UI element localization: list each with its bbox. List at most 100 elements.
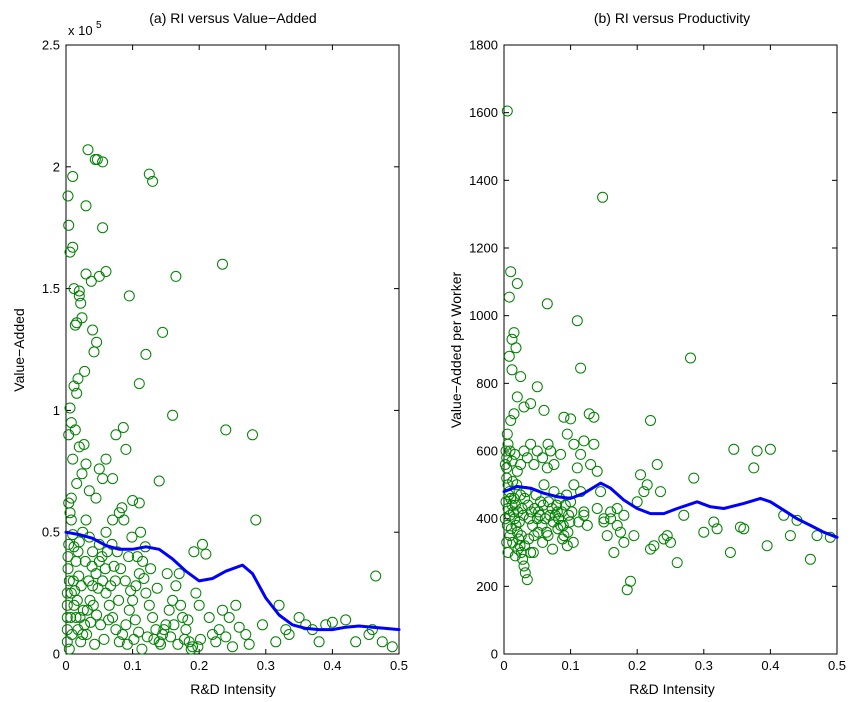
scatter-point	[313, 636, 325, 648]
scatter-point	[270, 636, 282, 648]
scatter-point	[510, 342, 522, 354]
scatter-point	[67, 453, 79, 465]
scatter-point	[61, 587, 73, 599]
scatter-point	[63, 429, 75, 441]
x-tick-label: 0	[500, 658, 507, 673]
scatter-point	[521, 574, 533, 586]
x-tick-label: 0.4	[761, 658, 779, 673]
y-tick-label: 400	[476, 511, 498, 526]
scatter-point	[724, 547, 736, 558]
scatter-point	[97, 156, 109, 168]
scatter-point	[557, 533, 569, 545]
scatter-point	[187, 641, 198, 653]
scatter-point	[591, 503, 603, 514]
x-tick-label: 0.1	[124, 658, 142, 673]
scatter-point	[537, 452, 549, 464]
scatter-point	[143, 168, 155, 180]
scatter-point	[555, 448, 567, 460]
scatter-point	[91, 336, 103, 348]
scatter-point	[100, 526, 112, 538]
scatter-point	[69, 319, 81, 331]
scatter-point	[100, 453, 112, 465]
scatter-point	[72, 373, 84, 385]
scatter-point	[85, 275, 97, 287]
scatter-point	[571, 315, 583, 327]
scatter-point	[67, 171, 79, 182]
scatter-point	[597, 191, 609, 203]
scatter-point	[62, 190, 74, 202]
scatter-point	[177, 612, 189, 623]
scatter-point	[501, 519, 513, 531]
scatter-point	[738, 523, 750, 535]
scatter-point	[190, 587, 202, 599]
scatter-point	[180, 624, 192, 636]
scatter-point	[179, 633, 190, 645]
scatter-point	[519, 540, 531, 552]
scatter-point	[531, 445, 543, 457]
y-tick-label: 0	[53, 647, 60, 662]
scatter-point	[598, 513, 610, 525]
scatter-point	[605, 506, 617, 518]
x-tick-label: 0.3	[695, 658, 713, 673]
y-exponent: 5	[96, 20, 102, 31]
scatter-point	[247, 429, 258, 441]
chart-title: (a) RI versus Value−Added	[149, 10, 316, 26]
x-tick-label: 0.5	[390, 658, 408, 673]
scatter-point	[155, 638, 167, 650]
scatter-point	[92, 582, 104, 594]
scatter-point	[195, 633, 206, 645]
panel-a: (a) RI versus Value−Added R&D Intensity …	[11, 10, 408, 697]
scatter-point	[506, 364, 518, 376]
scatter-point	[227, 641, 238, 653]
y-tick-label: 2	[53, 159, 60, 174]
scatter-point	[123, 551, 135, 563]
scatter-point	[708, 516, 720, 528]
scatter-point	[127, 495, 139, 506]
scatter-point	[566, 506, 578, 518]
scatter-point	[243, 638, 255, 650]
scatter-point	[70, 555, 82, 567]
scatter-point	[503, 291, 515, 303]
y-tick-label: 1200	[469, 241, 498, 256]
scatter-point	[83, 485, 95, 497]
scatter-point	[80, 268, 92, 280]
scatter-point	[151, 582, 163, 594]
scatter-point	[63, 643, 75, 655]
scatter-point	[578, 435, 590, 447]
scatter-point	[511, 391, 523, 403]
y-tick-label: 2.5	[42, 38, 60, 53]
y-tick-label: 200	[476, 579, 498, 594]
scatter-point	[113, 636, 125, 648]
scatter-point	[118, 514, 130, 526]
scatter-point	[608, 547, 620, 558]
scatter-point	[503, 350, 515, 362]
scatter-point	[641, 479, 653, 491]
scatter-point	[728, 443, 740, 455]
scatter-point	[552, 523, 564, 535]
trend-curve	[502, 481, 839, 539]
scatter-point	[126, 531, 138, 543]
scatter-point	[138, 573, 150, 584]
chart-title: (b) RI versus Productivity	[594, 10, 750, 26]
scatter-point	[68, 541, 80, 553]
scatter-point	[103, 599, 115, 611]
scatter-point	[588, 438, 600, 450]
scatter-point	[125, 585, 137, 597]
scatter-point	[113, 594, 125, 606]
scatter-point	[103, 614, 115, 626]
y-axis-label: Value−Added	[11, 308, 27, 391]
scatter-point	[79, 555, 91, 567]
scatter-point	[595, 486, 607, 498]
scatter-point	[97, 222, 109, 234]
scatter-point	[618, 536, 630, 548]
scatter-point	[131, 551, 143, 563]
scatter-point	[638, 486, 650, 498]
scatter-point	[531, 381, 543, 393]
scatter-point	[508, 492, 520, 504]
scatter-point	[512, 543, 524, 555]
scatter-point	[518, 560, 530, 572]
scatter-point	[515, 530, 527, 542]
scatter-point	[157, 326, 169, 338]
scatter-point	[558, 411, 570, 423]
